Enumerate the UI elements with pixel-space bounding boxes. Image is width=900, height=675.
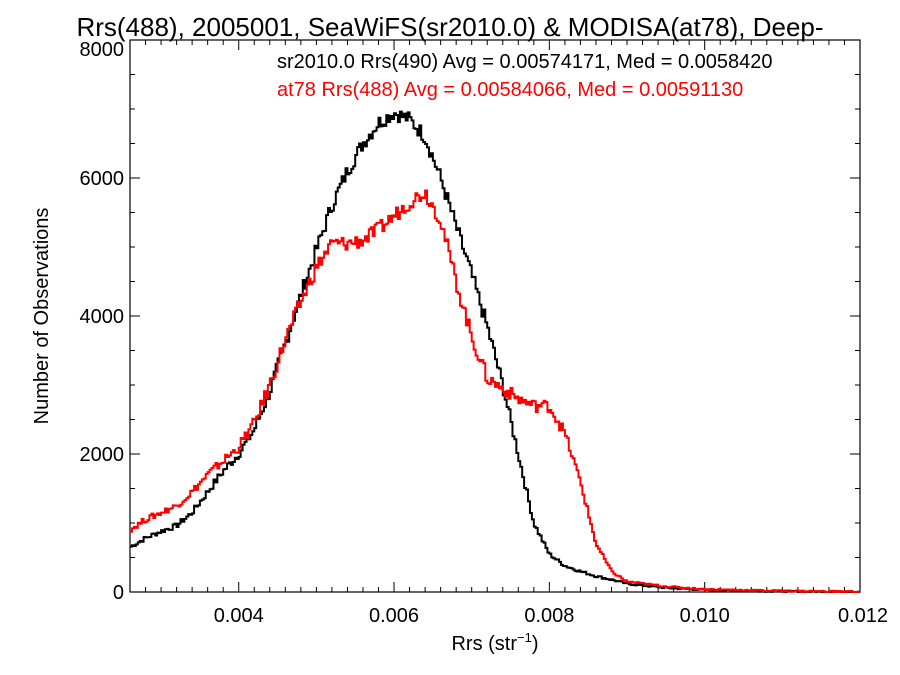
x-tick-label: 0.012 — [838, 605, 888, 627]
annotation-red: at78 Rrs(488) Avg = 0.00584066, Med = 0.… — [277, 79, 743, 101]
series-line-0 — [130, 110, 860, 593]
x-axis-label-close: ) — [532, 633, 539, 655]
x-axis-label-sup: −1 — [517, 630, 532, 645]
x-tick-label: 0.006 — [369, 605, 419, 627]
series-layer — [130, 110, 860, 593]
y-ticks: 0 2000 4000 6000 8000 — [80, 39, 860, 604]
annotation-black: sr2010.0 Rrs(490) Avg = 0.00574171, Med … — [277, 51, 773, 73]
x-tick-label: 0.004 — [214, 605, 264, 627]
y-tick-label: 0 — [113, 582, 124, 604]
y-tick-label: 6000 — [80, 168, 125, 190]
series-line-1 — [130, 189, 860, 593]
x-tick-label: 0.010 — [680, 605, 730, 627]
y-tick-label: 2000 — [80, 444, 125, 466]
chart-title: Rrs(488), 2005001, SeaWiFS(sr2010.0) & M… — [76, 12, 823, 42]
x-axis-label-main: Rrs (str — [451, 633, 517, 655]
y-tick-label: 8000 — [80, 39, 125, 61]
x-ticks: 0.004 0.006 0.008 0.010 0.012 — [145, 40, 888, 627]
plot-frame — [129, 39, 861, 593]
y-axis-label: Number of Observations — [31, 208, 53, 425]
y-tick-label: 4000 — [80, 306, 125, 328]
x-tick-label: 0.008 — [524, 605, 574, 627]
x-axis-label: Rrs (str−1) — [451, 630, 538, 655]
